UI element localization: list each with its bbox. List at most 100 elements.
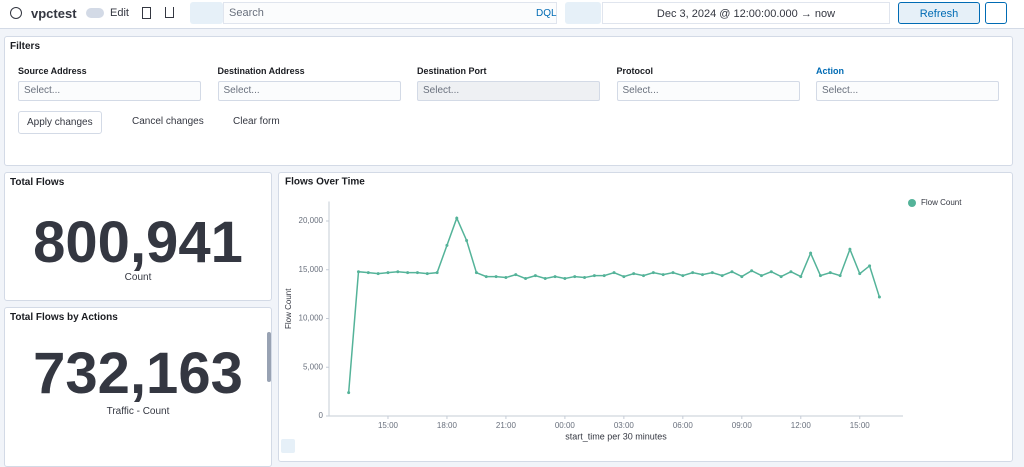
select[interactable]: Select... [18,81,201,101]
select[interactable]: Select... [616,81,800,101]
x-tick-label: 03:00 [614,421,635,430]
panel-title: Filters [10,41,41,52]
y-tick-label: 5,000 [303,362,324,371]
metric-value: 732,163 [33,341,243,406]
data-point [809,251,813,255]
data-point [651,271,655,275]
data-point [671,271,675,275]
filter-button[interactable] [190,2,223,24]
data-point [425,272,429,276]
data-point [769,270,773,274]
edit-label: Edit [110,7,129,19]
y-axis-label: Flow Count [284,288,293,329]
scrollbar[interactable] [267,332,271,382]
data-point [710,271,714,275]
data-point [386,271,390,275]
data-point [356,270,360,274]
data-point [445,243,449,247]
data-point [366,271,370,275]
control-label: Action [816,66,844,76]
x-tick-label: 09:00 [732,421,753,430]
data-point [504,276,508,280]
data-point [661,273,665,277]
toolbar: vpctest Edit Search DQL Dec 3, 2024 @ 12… [0,0,1024,29]
data-point [622,275,626,279]
data-point [632,272,636,276]
data-point [543,277,547,281]
data-point [553,275,557,279]
y-tick-label: 0 [319,411,324,420]
refresh-button[interactable]: Refresh [898,2,980,24]
dql-button[interactable]: DQL [536,8,557,19]
data-point [681,274,685,278]
control-label: Destination Port [417,66,487,76]
data-point [396,270,400,274]
date-range[interactable]: Dec 3, 2024 @ 12:00:00.000 → now [602,2,890,24]
data-point [828,271,832,275]
data-point [592,274,596,278]
form-button[interactable]: Clear form [233,116,280,127]
chart-title: Flows Over Time [285,177,365,188]
data-point [720,274,724,278]
x-tick-label: 21:00 [496,421,517,430]
data-point [858,272,862,276]
select[interactable]: Select... [816,81,999,101]
data-point [759,274,763,278]
x-tick-label: 00:00 [555,421,576,430]
control-label: Destination Address [217,66,305,76]
chart-panel: Flows Over Time 0 5,000 10,000 15,000 20,000 1… [278,172,1013,462]
data-point [415,271,419,275]
share-icon[interactable] [165,7,174,18]
date-quick-menu[interactable] [565,2,601,24]
search-bar[interactable]: Search DQL [223,2,557,24]
data-point [465,239,469,242]
data-point [740,275,744,279]
filters-panel: Filters Source Address Select... Destinati… [4,36,1013,166]
data-point [799,275,803,279]
x-tick-label: 06:00 [673,421,694,430]
select[interactable]: Select... [217,81,401,101]
legend-label: Flow Count [921,198,962,207]
legend-toggle [281,439,295,453]
date-end: now [814,8,836,20]
data-point [642,274,646,278]
x-axis-label: start_time per 30 minutes [565,431,667,441]
copy-icon[interactable] [142,7,151,19]
date-arrow: → [800,8,812,20]
data-point [838,274,842,278]
form-button[interactable]: Apply changes [18,111,102,134]
select: Select... [417,81,600,101]
y-tick-label: 20,000 [299,216,324,225]
history-icon[interactable] [10,7,22,19]
data-point [583,276,587,280]
panel-title: Total Flows by Actions [10,312,118,323]
x-tick-label: 12:00 [791,421,812,430]
data-point [700,273,704,277]
y-tick-label: 15,000 [299,265,324,274]
x-tick-label: 15:00 [378,421,399,430]
data-point [877,295,881,299]
fullscreen-button[interactable] [985,2,1007,24]
data-point [848,247,852,251]
dashboard-title: vpctest [31,6,77,21]
data-point [533,274,537,278]
data-point [514,273,518,277]
data-point [494,275,498,279]
data-point [612,271,616,275]
y-tick-label: 10,000 [299,314,324,323]
data-point [779,275,783,279]
data-point [602,274,606,278]
data-point [524,277,528,281]
metric-label: Count [124,272,152,283]
x-tick-label: 18:00 [437,421,458,430]
data-point [573,275,577,279]
data-point [435,271,439,275]
series-line [347,216,881,393]
form-button[interactable]: Cancel changes [132,116,204,127]
data-point [868,264,872,268]
x-tick-label: 15:00 [850,421,871,430]
edit-toggle[interactable] [86,8,104,18]
data-point [750,269,754,273]
metric-label: Traffic - Count [106,406,170,417]
